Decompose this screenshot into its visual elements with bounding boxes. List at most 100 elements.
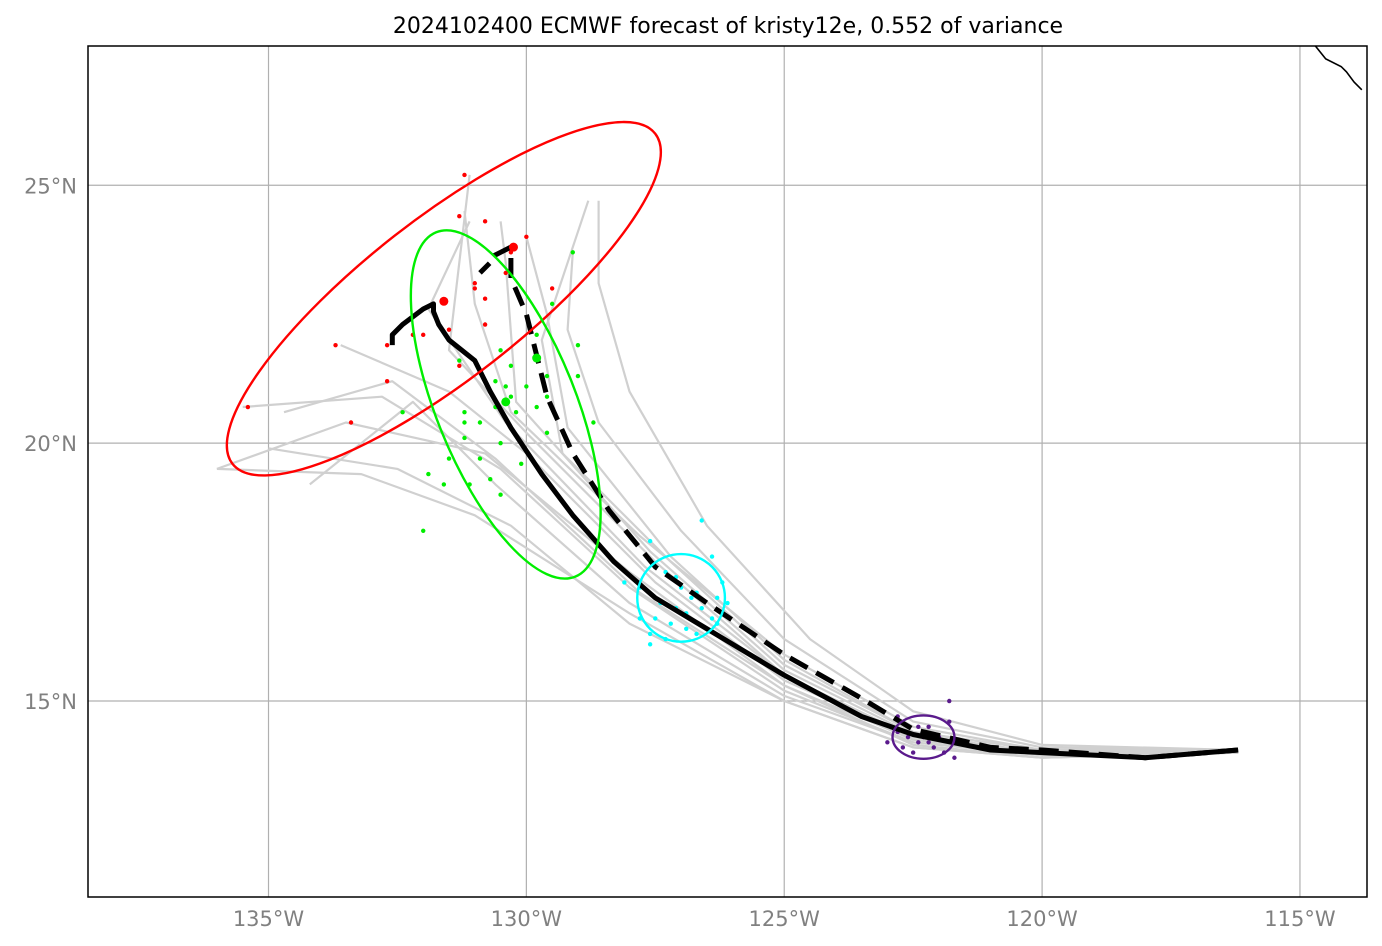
cyan-member-point xyxy=(684,626,689,632)
purple-member-point xyxy=(916,724,921,729)
ensemble-track xyxy=(216,467,1239,759)
cyan-member-point xyxy=(653,616,658,621)
green-member-point xyxy=(570,250,575,255)
ensemble-track xyxy=(309,400,1239,757)
cyan-member-point xyxy=(647,538,653,544)
green-member-point xyxy=(462,409,467,415)
green-uncertainty-ellipse xyxy=(409,229,602,580)
ensemble-track xyxy=(540,200,1239,752)
red-member-point xyxy=(472,281,477,286)
x-tick-label: 135°W xyxy=(233,907,305,931)
coastline xyxy=(1312,46,1363,91)
purple-member-point xyxy=(910,750,916,755)
green-member-point xyxy=(498,440,503,446)
plot-frame xyxy=(87,45,1368,898)
red-member-point xyxy=(384,379,390,384)
green-member-point xyxy=(524,384,529,389)
green-member-point xyxy=(575,342,581,348)
purple-member-point xyxy=(916,740,921,745)
green-member-point xyxy=(513,409,519,415)
green-member-point xyxy=(400,409,405,415)
red-member-point xyxy=(457,363,462,368)
cyan-member-point xyxy=(709,554,715,559)
red-member-point xyxy=(333,342,338,348)
red-member-point xyxy=(348,420,354,425)
red-member-point xyxy=(384,342,390,348)
purple-member-point xyxy=(900,745,906,750)
green-member-point xyxy=(446,456,452,461)
green-member-point xyxy=(441,482,447,487)
red-member-point xyxy=(457,214,462,219)
ensemble-track xyxy=(597,200,1239,752)
ensemble-track xyxy=(499,221,1239,754)
red-center-point xyxy=(439,296,449,306)
y-tick-label: 20°N xyxy=(24,432,77,456)
ensemble-track xyxy=(216,421,1239,759)
cyan-member-point xyxy=(714,595,720,601)
purple-member-point xyxy=(952,755,957,760)
green-member-point xyxy=(498,348,503,353)
purple-member-point xyxy=(947,698,952,704)
cyan-member-point xyxy=(694,631,699,637)
red-member-point xyxy=(482,322,488,327)
green-member-point xyxy=(426,471,431,477)
cyan-member-point xyxy=(699,518,704,523)
plot-area xyxy=(216,46,1363,761)
x-tick-label: 130°W xyxy=(491,907,563,931)
green-member-point xyxy=(488,477,493,482)
ensemble-track xyxy=(283,380,1239,757)
green-member-point xyxy=(498,492,503,497)
red-member-point xyxy=(446,327,452,332)
red-member-point xyxy=(503,270,508,276)
cyan-uncertainty-ellipse xyxy=(636,552,727,643)
green-member-point xyxy=(544,373,550,379)
chart-title: 2024102400 ECMWF forecast of kristy12e, … xyxy=(393,14,1063,39)
red-uncertainty-ellipse xyxy=(225,120,663,477)
ensemble-track xyxy=(525,236,1239,752)
red-member-point xyxy=(421,332,426,338)
green-member-point xyxy=(421,528,426,534)
green-member-point xyxy=(508,394,514,399)
cyan-member-point xyxy=(725,600,730,606)
green-member-point xyxy=(549,301,555,307)
green-member-point xyxy=(519,461,524,466)
y-tick-label: 15°N xyxy=(24,690,77,714)
x-tick-label: 120°W xyxy=(1006,907,1078,931)
x-tick-label: 125°W xyxy=(749,907,821,931)
green-member-point xyxy=(534,332,539,338)
cyan-member-point xyxy=(699,605,704,611)
green-member-point xyxy=(477,420,483,425)
red-member-point xyxy=(549,286,555,291)
purple-member-point xyxy=(926,740,931,745)
green-member-point xyxy=(544,430,550,436)
green-member-point xyxy=(462,420,467,425)
axis-ticks: 135°W 130°W 125°W 120°W 115°W 15°N 20°N 25°N xyxy=(24,174,1336,931)
cyan-member-point xyxy=(709,616,715,621)
green-center-point xyxy=(532,353,542,363)
ensemble-track xyxy=(340,344,1239,754)
purple-uncertainty-ellipse xyxy=(891,714,956,760)
green-member-point xyxy=(575,373,581,379)
ensemble-track xyxy=(268,447,1239,759)
purple-member-point xyxy=(885,740,890,745)
green-member-point xyxy=(534,404,539,410)
green-member-point xyxy=(591,420,596,425)
green-member-point xyxy=(457,358,462,363)
green-member-point xyxy=(462,435,467,441)
green-member-point xyxy=(544,394,550,399)
cyan-member-point xyxy=(622,580,627,585)
x-tick-label: 115°W xyxy=(1264,907,1336,931)
purple-member-point xyxy=(926,724,931,729)
green-member-point xyxy=(503,384,508,389)
dashed-mean-track xyxy=(478,244,1239,761)
ensemble-track xyxy=(566,252,1239,752)
purple-member-point xyxy=(905,734,911,740)
green-member-point xyxy=(508,363,514,368)
red-member-point xyxy=(245,404,251,410)
red-center-point xyxy=(508,242,518,252)
green-member-point xyxy=(493,379,498,384)
gridlines xyxy=(88,46,1367,897)
green-member-point xyxy=(477,456,483,461)
cyan-member-point xyxy=(647,631,653,637)
